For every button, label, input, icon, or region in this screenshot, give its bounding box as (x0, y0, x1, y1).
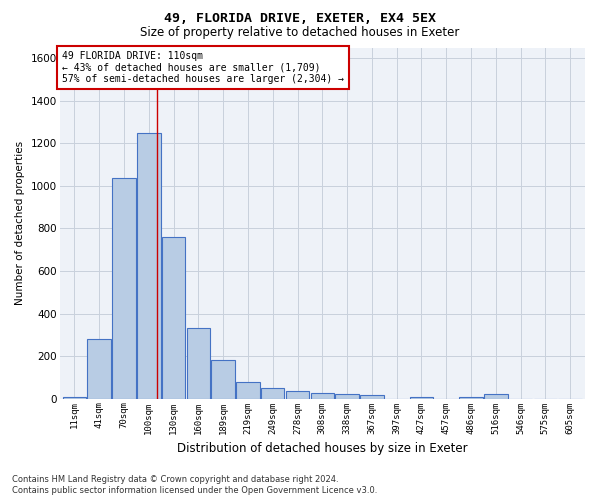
Bar (484, 394, 508, 398)
Text: 49 FLORIDA DRIVE: 110sqm
← 43% of detached houses are smaller (1,709)
57% of sem: 49 FLORIDA DRIVE: 110sqm ← 43% of detach… (62, 51, 344, 84)
Bar (261, 388, 284, 398)
Bar (112, 178, 136, 398)
Text: Size of property relative to detached houses in Exeter: Size of property relative to detached ho… (140, 26, 460, 39)
Bar (62, 396, 86, 398)
Bar (137, 132, 161, 398)
Bar (187, 328, 210, 398)
Y-axis label: Number of detached properties: Number of detached properties (15, 141, 25, 305)
Text: Contains public sector information licensed under the Open Government Licence v3: Contains public sector information licen… (12, 486, 377, 495)
Text: 49, FLORIDA DRIVE, EXETER, EX4 5EX: 49, FLORIDA DRIVE, EXETER, EX4 5EX (164, 12, 436, 26)
Bar (311, 394, 334, 398)
Bar (236, 382, 260, 398)
Bar (162, 237, 185, 398)
Bar (410, 396, 433, 398)
Bar (211, 360, 235, 399)
Bar (335, 394, 359, 398)
Bar (459, 396, 483, 398)
X-axis label: Distribution of detached houses by size in Exeter: Distribution of detached houses by size … (177, 442, 467, 455)
Bar (360, 396, 383, 398)
Bar (88, 339, 111, 398)
Bar (286, 391, 309, 398)
Text: Contains HM Land Registry data © Crown copyright and database right 2024.: Contains HM Land Registry data © Crown c… (12, 475, 338, 484)
